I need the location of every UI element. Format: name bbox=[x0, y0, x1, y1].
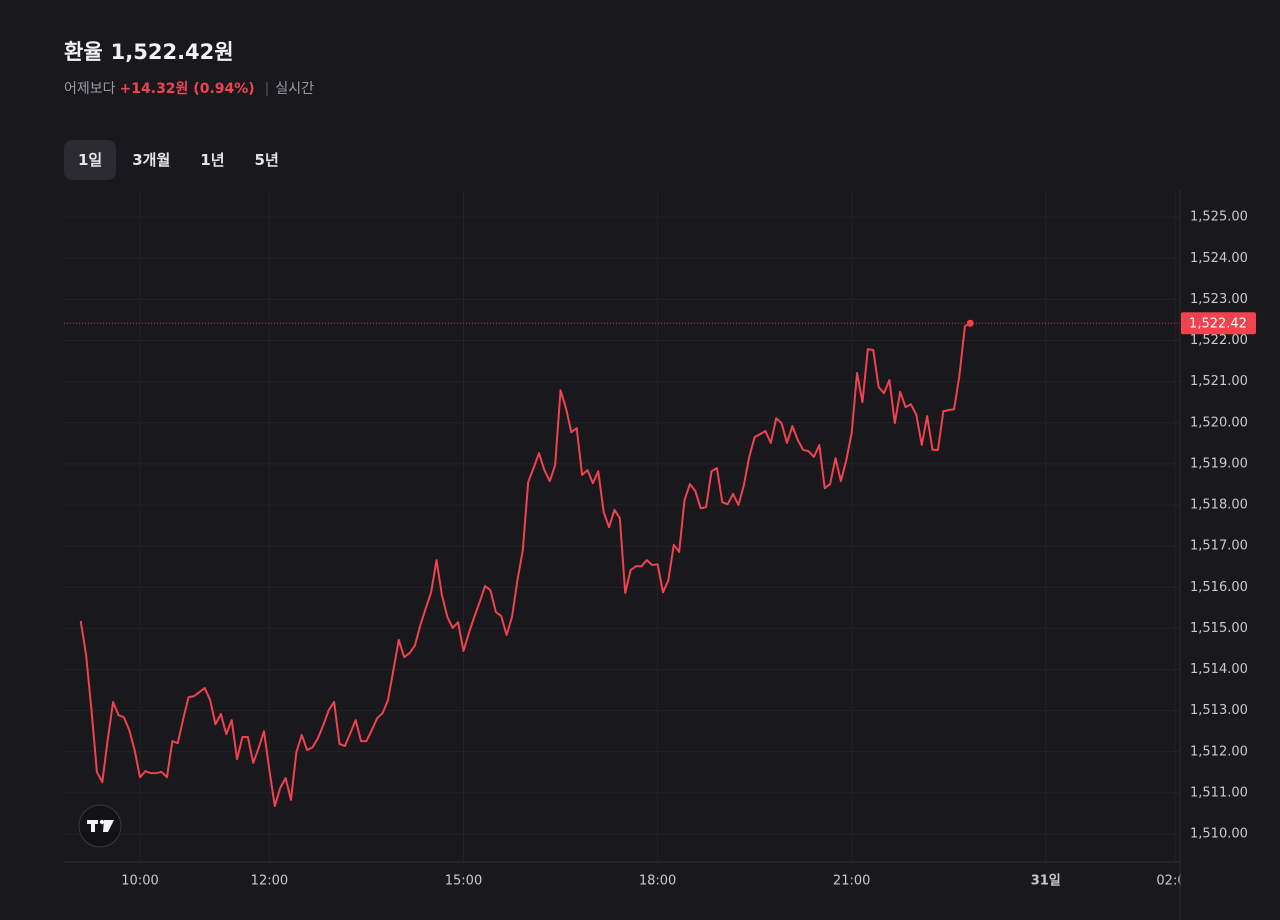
y-tick-label: 1,513.00 bbox=[1190, 703, 1248, 718]
y-tick-label: 1,516.00 bbox=[1190, 580, 1248, 595]
y-tick-label: 1,525.00 bbox=[1190, 210, 1248, 225]
mode: 실시간 bbox=[275, 81, 315, 97]
current-price-label: 1,522.42 bbox=[1189, 317, 1247, 332]
y-tick-label: 1,515.00 bbox=[1190, 621, 1248, 636]
logo bbox=[78, 804, 122, 848]
x-tick-label: 12:00 bbox=[251, 874, 288, 889]
change: +14.32원 (0.94%) bbox=[119, 81, 255, 97]
last-point bbox=[966, 319, 974, 327]
current-price-badge bbox=[1181, 312, 1256, 335]
x-tick-label: 21:00 bbox=[833, 874, 870, 889]
tab[interactable]: 5년 bbox=[254, 151, 279, 169]
logo-part bbox=[78, 804, 122, 848]
x-tick-label: 18:00 bbox=[639, 874, 676, 889]
subheader: 어제보다 +14.32원 (0.94%) | 실시간 bbox=[64, 78, 314, 98]
logo-part bbox=[99, 819, 105, 825]
x-tick-label: 15:00 bbox=[445, 874, 482, 889]
title: 환율 bbox=[64, 40, 103, 64]
y-tick-label: 1,512.00 bbox=[1190, 744, 1248, 759]
x-tick-label: 31일 bbox=[1031, 874, 1061, 889]
y-tick-label: 1,510.00 bbox=[1190, 827, 1248, 842]
tab[interactable]: 3개월 bbox=[132, 151, 171, 169]
tab[interactable]: 1년 bbox=[200, 151, 225, 169]
logo-part bbox=[91, 820, 95, 832]
header: 환율 1,522.42원 bbox=[64, 36, 242, 66]
range-tabs: 1일 3개월 1년 5년 bbox=[64, 140, 293, 180]
y-tick-label: 1,514.00 bbox=[1190, 662, 1248, 677]
tab[interactable]: 1일 bbox=[64, 140, 117, 180]
y-tick-label: 1,524.00 bbox=[1190, 251, 1248, 266]
y-tick-label: 1,520.00 bbox=[1190, 415, 1248, 430]
y-tick-label: 1,511.00 bbox=[1190, 785, 1248, 800]
price: 1,522.42원 bbox=[110, 40, 234, 64]
y-tick-label: 1,519.00 bbox=[1190, 456, 1248, 471]
y-tick-label: 1,521.00 bbox=[1190, 374, 1248, 389]
y-tick-label: 1,518.00 bbox=[1190, 498, 1248, 513]
change-prefix: 어제보다 bbox=[64, 81, 116, 97]
y-tick-label: 1,523.00 bbox=[1190, 292, 1248, 307]
x-tick-label: 10:00 bbox=[121, 874, 158, 889]
y-tick-label: 1,517.00 bbox=[1190, 539, 1248, 554]
axis-panel bbox=[1181, 180, 1280, 920]
price-line-series bbox=[79, 322, 971, 808]
separator: | bbox=[264, 81, 270, 97]
y-tick-label: 1,522.00 bbox=[1190, 333, 1248, 348]
logo-part bbox=[103, 820, 114, 832]
